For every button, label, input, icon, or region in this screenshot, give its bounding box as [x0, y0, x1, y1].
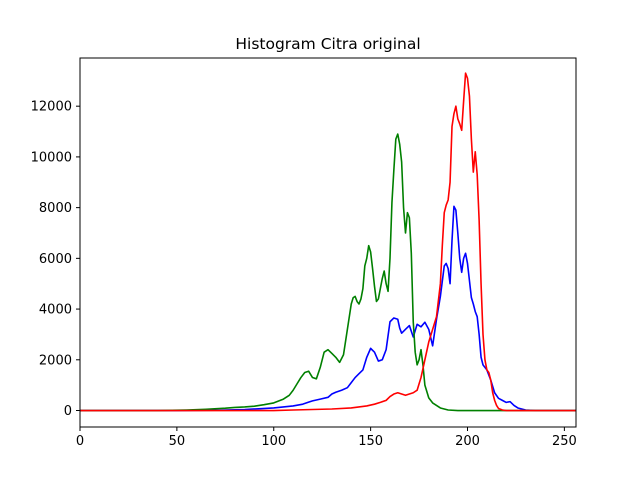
series-line-0: [80, 205, 576, 412]
y-tick-label: 8000: [39, 201, 72, 216]
series-lines: [80, 72, 576, 412]
y-tick-label: 0: [64, 404, 72, 419]
x-tick-label: 50: [169, 434, 186, 449]
x-tick-label: 0: [76, 434, 84, 449]
series-line-1: [80, 133, 576, 412]
y-tick-label: 6000: [39, 252, 72, 267]
y-tick-label: 12000: [31, 100, 72, 115]
y-tick-label: 10000: [31, 150, 72, 165]
x-tick-label: 250: [552, 434, 577, 449]
x-tick-label: 200: [455, 434, 480, 449]
y-axis: 0 2000 4000 6000 8000 10000 12000: [31, 100, 80, 419]
y-tick-label: 2000: [39, 353, 72, 368]
x-tick-label: 150: [358, 434, 383, 449]
x-tick-label: 100: [261, 434, 286, 449]
y-tick-label: 4000: [39, 303, 72, 318]
plot-frame: [79, 57, 577, 428]
series-line-2: [80, 72, 576, 412]
chart-title: Histogram Citra original: [235, 35, 420, 53]
x-axis: 0 50 100 150 200 250: [76, 427, 577, 449]
